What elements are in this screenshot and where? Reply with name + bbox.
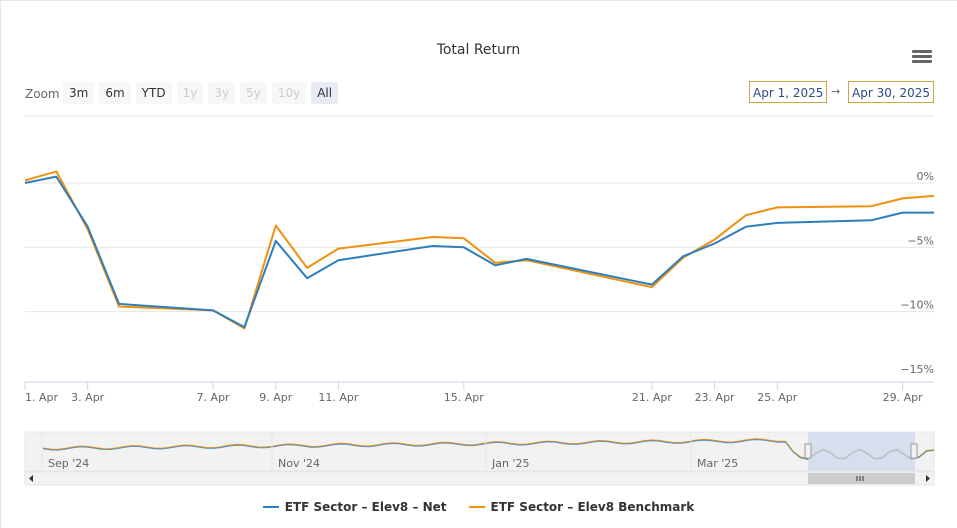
range-from-input[interactable]: Apr 1, 2025 [749,81,828,103]
zoom-button-ytd[interactable]: YTD [135,82,172,104]
zoom-button-group: 3m 6m YTD 1y 3y 5y 10y All [63,82,339,104]
legend-label: ETF Sector – Elev8 – Net [284,500,447,514]
zoom-button-5y: 5y [240,82,267,104]
range-to-input[interactable]: Apr 30, 2025 [848,81,935,103]
range-arrow: → [831,85,841,98]
zoom-button-all[interactable]: All [311,82,339,104]
zoom-button-3m[interactable]: 3m [63,82,95,104]
legend-item-benchmark[interactable]: ETF Sector – Elev8 Benchmark [468,500,695,514]
zoom-button-10y: 10y [271,82,307,104]
chart-title: Total Return [436,42,521,58]
zoom-label: Zoom [25,87,60,101]
legend-label: ETF Sector – Elev8 Benchmark [490,500,695,514]
hamburger-menu-icon[interactable] [912,50,932,66]
legend-item-net[interactable]: ETF Sector – Elev8 – Net [262,500,447,514]
legend-line-swatch [262,506,279,508]
zoom-button-3y: 3y [208,82,236,104]
legend: ETF Sector – Elev8 – Net ETF Sector – Ele… [0,500,957,514]
zoom-button-1y: 1y [176,82,204,104]
legend-line-swatch [468,506,485,508]
zoom-button-6m[interactable]: 6m [99,82,131,104]
